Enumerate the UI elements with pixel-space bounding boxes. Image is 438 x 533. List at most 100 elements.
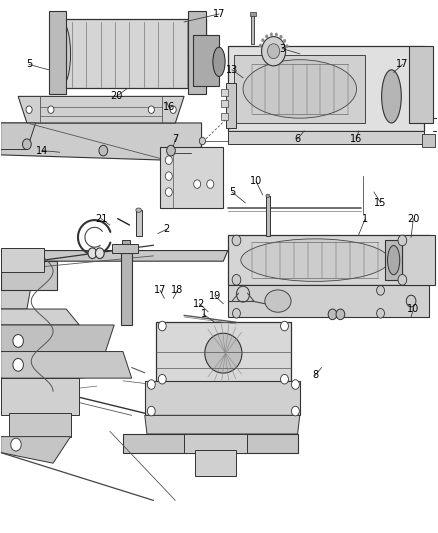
Text: 14: 14 (36, 146, 48, 156)
Text: 17: 17 (154, 286, 166, 295)
Polygon shape (1, 261, 35, 309)
Text: 17: 17 (213, 9, 225, 19)
Text: 20: 20 (407, 214, 420, 224)
Bar (422, 134, 435, 147)
Text: 7: 7 (172, 134, 178, 144)
Bar (49, 11, 66, 94)
Text: 12: 12 (193, 298, 205, 309)
Circle shape (265, 35, 268, 38)
Bar (250, 12, 256, 16)
Circle shape (275, 33, 278, 36)
Circle shape (22, 139, 31, 150)
Circle shape (48, 106, 54, 114)
Bar (122, 240, 130, 253)
Bar (10, 413, 71, 437)
Bar (1, 261, 57, 290)
Bar (160, 147, 223, 208)
Text: 16: 16 (350, 134, 363, 144)
Ellipse shape (53, 22, 71, 86)
Polygon shape (1, 352, 132, 378)
Ellipse shape (265, 290, 291, 312)
Bar (195, 450, 237, 477)
Ellipse shape (261, 37, 286, 66)
Text: 15: 15 (374, 198, 387, 208)
Circle shape (148, 406, 155, 416)
Circle shape (165, 172, 172, 180)
Polygon shape (228, 131, 424, 144)
Circle shape (398, 235, 407, 246)
Circle shape (377, 309, 385, 318)
Bar (155, 322, 291, 383)
Text: 18: 18 (171, 286, 184, 295)
Circle shape (26, 106, 32, 114)
Text: 16: 16 (162, 102, 175, 112)
Bar (193, 35, 219, 86)
Circle shape (281, 321, 288, 331)
Circle shape (283, 39, 286, 43)
Bar (121, 253, 132, 325)
Ellipse shape (188, 22, 206, 86)
Circle shape (281, 374, 288, 384)
Ellipse shape (381, 70, 401, 123)
Circle shape (406, 295, 416, 307)
Text: 19: 19 (208, 290, 221, 301)
Bar (221, 114, 228, 120)
Bar (228, 235, 428, 285)
Bar (1, 248, 44, 272)
Circle shape (11, 438, 21, 451)
Circle shape (336, 309, 345, 320)
Text: 2: 2 (163, 224, 170, 235)
Circle shape (233, 309, 240, 318)
Circle shape (148, 106, 154, 114)
Polygon shape (1, 309, 79, 325)
Circle shape (270, 33, 273, 36)
Ellipse shape (136, 208, 141, 212)
Bar (112, 244, 138, 253)
Bar (184, 434, 247, 453)
Circle shape (13, 359, 23, 371)
Circle shape (165, 188, 172, 196)
Circle shape (158, 374, 166, 384)
Text: 3: 3 (279, 44, 286, 53)
Ellipse shape (266, 194, 270, 197)
Text: 20: 20 (110, 91, 123, 101)
Bar (53, 19, 206, 88)
Circle shape (148, 379, 155, 389)
Polygon shape (18, 96, 184, 123)
Text: 10: 10 (407, 304, 420, 314)
Polygon shape (145, 415, 300, 434)
Bar (234, 55, 365, 123)
Circle shape (207, 180, 214, 188)
Text: 8: 8 (312, 370, 318, 381)
Bar (136, 210, 142, 236)
Text: 5: 5 (26, 60, 32, 69)
Bar (1, 378, 79, 415)
Circle shape (232, 274, 241, 285)
Polygon shape (1, 437, 71, 463)
Circle shape (291, 406, 299, 416)
Circle shape (199, 138, 205, 145)
Circle shape (286, 45, 288, 48)
Circle shape (158, 321, 166, 331)
Text: 13: 13 (226, 65, 238, 75)
Text: 1: 1 (201, 309, 207, 319)
Ellipse shape (243, 60, 357, 118)
Ellipse shape (268, 44, 280, 59)
Circle shape (291, 379, 299, 389)
Polygon shape (1, 325, 114, 352)
Text: 1: 1 (362, 214, 368, 224)
Text: 21: 21 (95, 214, 107, 224)
Circle shape (165, 156, 172, 165)
Circle shape (99, 146, 108, 156)
Polygon shape (123, 434, 297, 453)
Ellipse shape (213, 47, 225, 76)
Text: 5: 5 (229, 187, 235, 197)
Circle shape (261, 39, 264, 42)
Circle shape (259, 44, 262, 47)
Circle shape (166, 146, 175, 156)
Circle shape (88, 248, 97, 259)
Text: 10: 10 (250, 176, 262, 187)
Bar (409, 46, 433, 123)
Bar (221, 90, 228, 96)
Bar (385, 240, 403, 280)
